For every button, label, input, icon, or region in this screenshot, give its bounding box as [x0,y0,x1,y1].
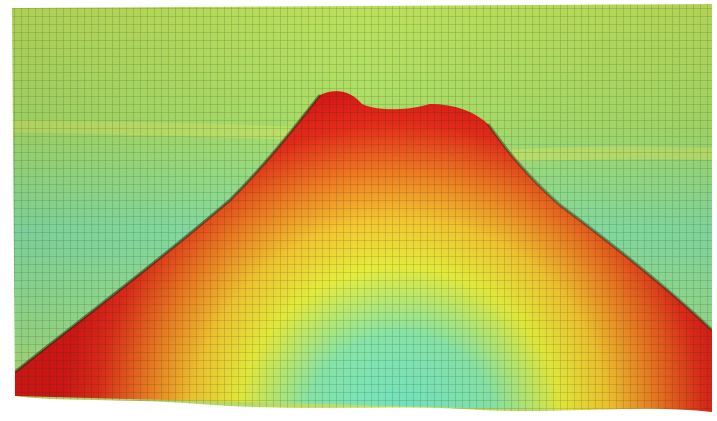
mesh-surface [0,0,717,421]
page [0,0,717,421]
mesh-grid [0,0,717,421]
surface-render [0,0,717,421]
